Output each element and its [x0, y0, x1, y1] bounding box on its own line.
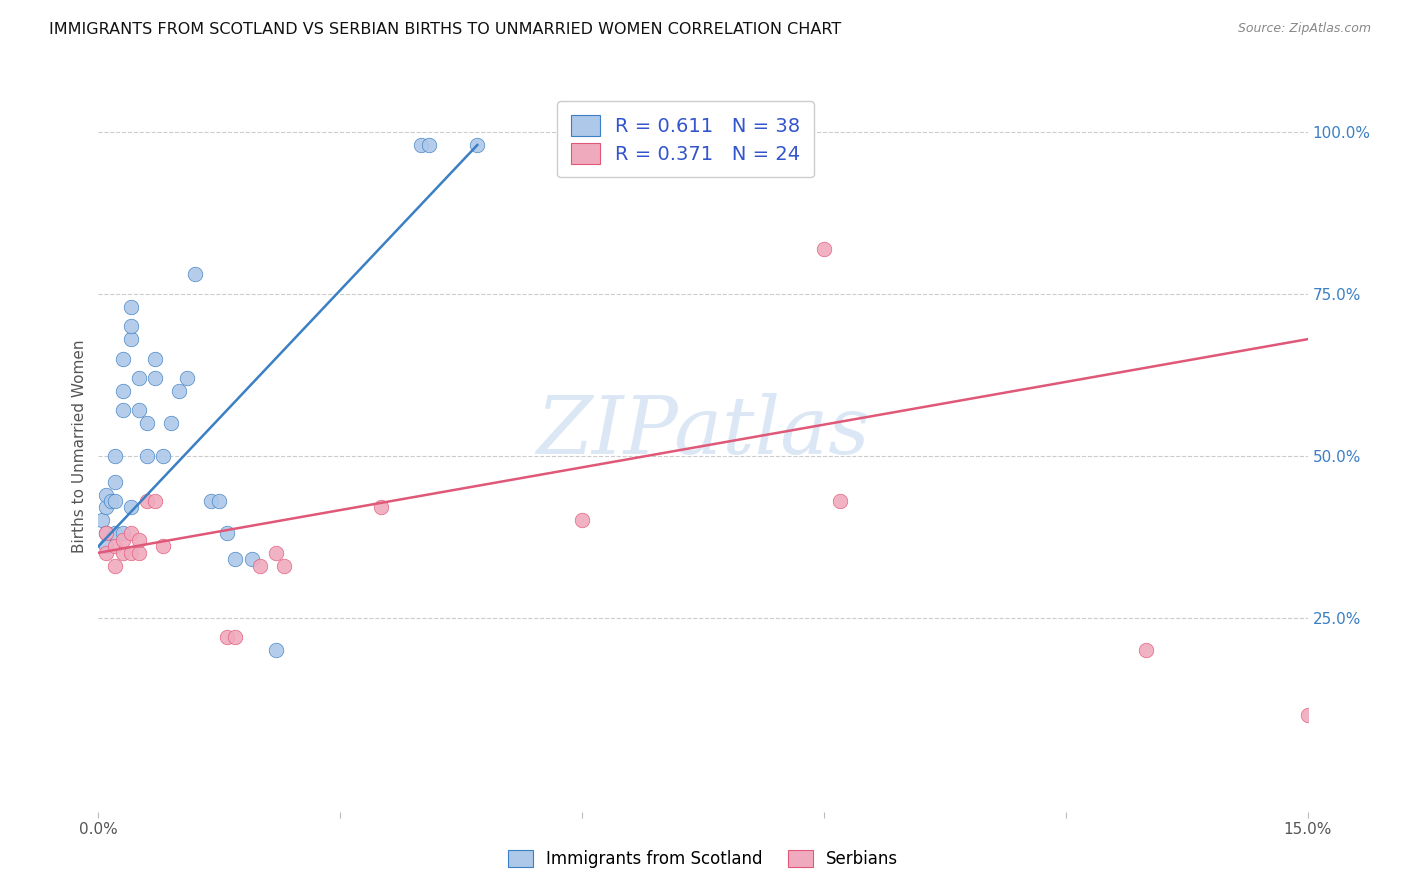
- Point: [103, 449, 125, 463]
- Y-axis label: Births to Unmarried Women: Births to Unmarried Women: [72, 339, 87, 553]
- Point: [103, 494, 125, 508]
- Point: [465, 138, 488, 153]
- Point: [96, 526, 118, 541]
- Point: [103, 475, 125, 489]
- Point: [571, 513, 593, 527]
- Point: [96, 546, 118, 560]
- Legend: R = 0.611   N = 38, R = 0.371   N = 24: R = 0.611 N = 38, R = 0.371 N = 24: [557, 101, 814, 178]
- Point: [103, 526, 125, 541]
- Point: [120, 332, 142, 346]
- Point: [111, 546, 134, 560]
- Point: [135, 494, 157, 508]
- Point: [176, 371, 198, 385]
- Point: [152, 449, 174, 463]
- Point: [217, 630, 239, 644]
- Point: [128, 533, 150, 547]
- Point: [167, 384, 190, 398]
- Legend: Immigrants from Scotland, Serbians: Immigrants from Scotland, Serbians: [501, 843, 905, 875]
- Point: [240, 552, 263, 566]
- Point: [120, 546, 142, 560]
- Point: [200, 494, 222, 508]
- Point: [111, 351, 134, 366]
- Point: [120, 300, 142, 314]
- Point: [264, 546, 287, 560]
- Point: [224, 630, 246, 644]
- Point: [409, 138, 432, 153]
- Point: [224, 552, 246, 566]
- Point: [1135, 643, 1157, 657]
- Point: [120, 319, 142, 334]
- Point: [111, 384, 134, 398]
- Point: [217, 526, 239, 541]
- Point: [1296, 707, 1319, 722]
- Point: [91, 513, 114, 527]
- Point: [96, 526, 118, 541]
- Point: [96, 539, 118, 553]
- Text: ZIPatlas: ZIPatlas: [536, 392, 870, 470]
- Point: [160, 417, 183, 431]
- Point: [813, 242, 835, 256]
- Point: [100, 494, 122, 508]
- Point: [111, 403, 134, 417]
- Point: [128, 546, 150, 560]
- Point: [828, 494, 851, 508]
- Point: [264, 643, 287, 657]
- Point: [273, 558, 295, 573]
- Point: [128, 371, 150, 385]
- Point: [103, 539, 125, 553]
- Point: [370, 500, 392, 515]
- Point: [135, 449, 157, 463]
- Text: Source: ZipAtlas.com: Source: ZipAtlas.com: [1237, 22, 1371, 36]
- Point: [418, 138, 440, 153]
- Point: [152, 539, 174, 553]
- Point: [143, 494, 166, 508]
- Point: [96, 487, 118, 501]
- Point: [111, 526, 134, 541]
- Point: [103, 558, 125, 573]
- Point: [249, 558, 271, 573]
- Point: [120, 500, 142, 515]
- Point: [208, 494, 231, 508]
- Text: IMMIGRANTS FROM SCOTLAND VS SERBIAN BIRTHS TO UNMARRIED WOMEN CORRELATION CHART: IMMIGRANTS FROM SCOTLAND VS SERBIAN BIRT…: [49, 22, 841, 37]
- Point: [143, 371, 166, 385]
- Point: [184, 268, 207, 282]
- Point: [120, 526, 142, 541]
- Point: [143, 351, 166, 366]
- Point: [96, 500, 118, 515]
- Point: [135, 417, 157, 431]
- Point: [111, 533, 134, 547]
- Point: [128, 403, 150, 417]
